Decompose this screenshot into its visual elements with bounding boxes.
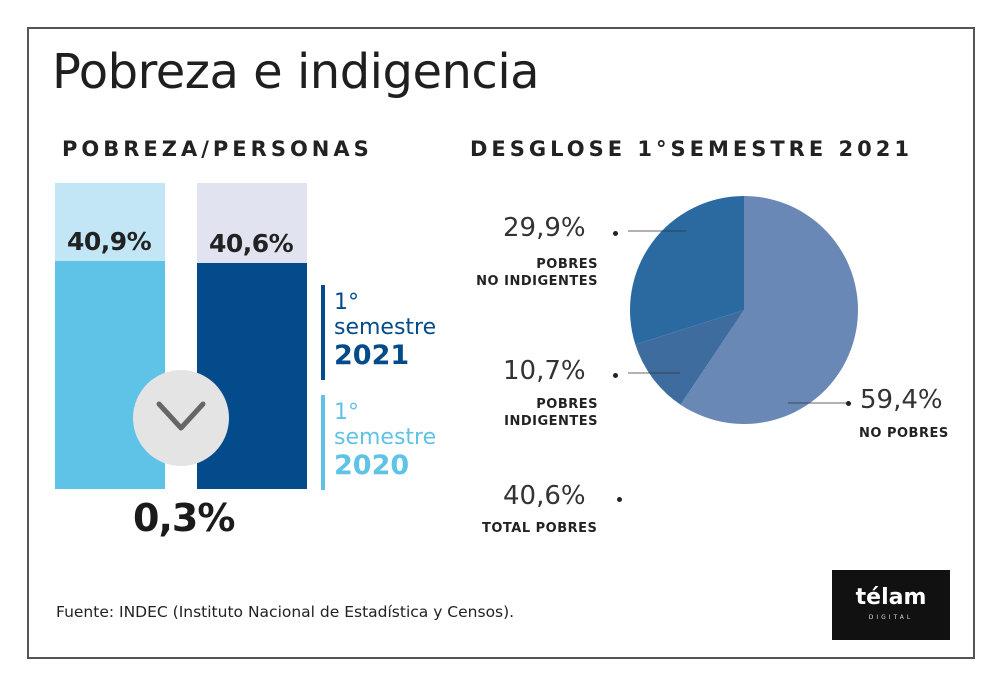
legend-2020-line1: 1° [334, 400, 359, 425]
pie-slice-indigentes [635, 310, 744, 405]
slice-indigentes-name-line1: POBRES [536, 397, 598, 412]
slice-no-indigentes-name-line1: POBRES [536, 257, 598, 272]
slice-no-indigentes-name: POBRES NO INDIGENTES [470, 256, 598, 290]
decrease-badge [133, 370, 229, 466]
page-title: Pobreza e indigencia [52, 44, 540, 100]
slice-no-pobres-pointer [846, 401, 851, 406]
legend-2021-line2: semestre [334, 315, 437, 340]
legend-2021-line1: 1° [334, 290, 359, 315]
pie-chart [618, 194, 860, 431]
legend-2020-year: 2020 [334, 450, 410, 481]
legend-2020-marker [321, 395, 325, 490]
pie-slice-no-indigentes [630, 196, 744, 345]
bar-2021 [197, 263, 307, 489]
chevron-down-icon [156, 401, 206, 431]
logo-subtext: DIGITAL [868, 614, 914, 621]
legend-2020-line2: semestre [334, 425, 437, 450]
slice-indigentes-pointer [613, 373, 618, 378]
slice-no-indigentes-pointer [613, 231, 618, 236]
telam-logo: télam DIGITAL [832, 570, 950, 640]
slice-no-indigentes-name-line2: NO INDIGENTES [476, 274, 598, 289]
total-pobres-value: 40,6% [503, 481, 586, 511]
legend-2021-year: 2021 [334, 340, 410, 371]
pie-chart-title: DESGLOSE 1°SEMESTRE 2021 [470, 137, 913, 161]
bar-2021-label: 40,6% [209, 229, 294, 259]
total-pobres-name: TOTAL POBRES [482, 521, 598, 536]
slice-indigentes-name: POBRES INDIGENTES [470, 396, 598, 430]
logo-text: télam [855, 585, 927, 610]
bar-2020 [55, 261, 165, 489]
slice-no-pobres-name: NO POBRES [859, 426, 949, 441]
slice-no-pobres-value: 59,4% [860, 385, 943, 415]
legend-2021: 1° semestre 2021 [334, 290, 437, 371]
slice-no-indigentes-value: 29,9% [503, 213, 586, 243]
difference-value: 0,3% [133, 496, 235, 540]
total-pobres-pointer [617, 497, 622, 502]
slice-indigentes-name-line2: INDIGENTES [504, 414, 598, 429]
legend-2021-marker [321, 285, 325, 380]
source-note: Fuente: INDEC (Instituto Nacional de Est… [56, 603, 515, 621]
pie-slice-no-pobres [680, 196, 858, 424]
bar-chart-title: POBREZA/PERSONAS [62, 137, 373, 161]
slice-indigentes-value: 10,7% [503, 356, 586, 386]
bar-2020-label: 40,9% [67, 227, 152, 257]
legend-2020: 1° semestre 2020 [334, 400, 437, 481]
